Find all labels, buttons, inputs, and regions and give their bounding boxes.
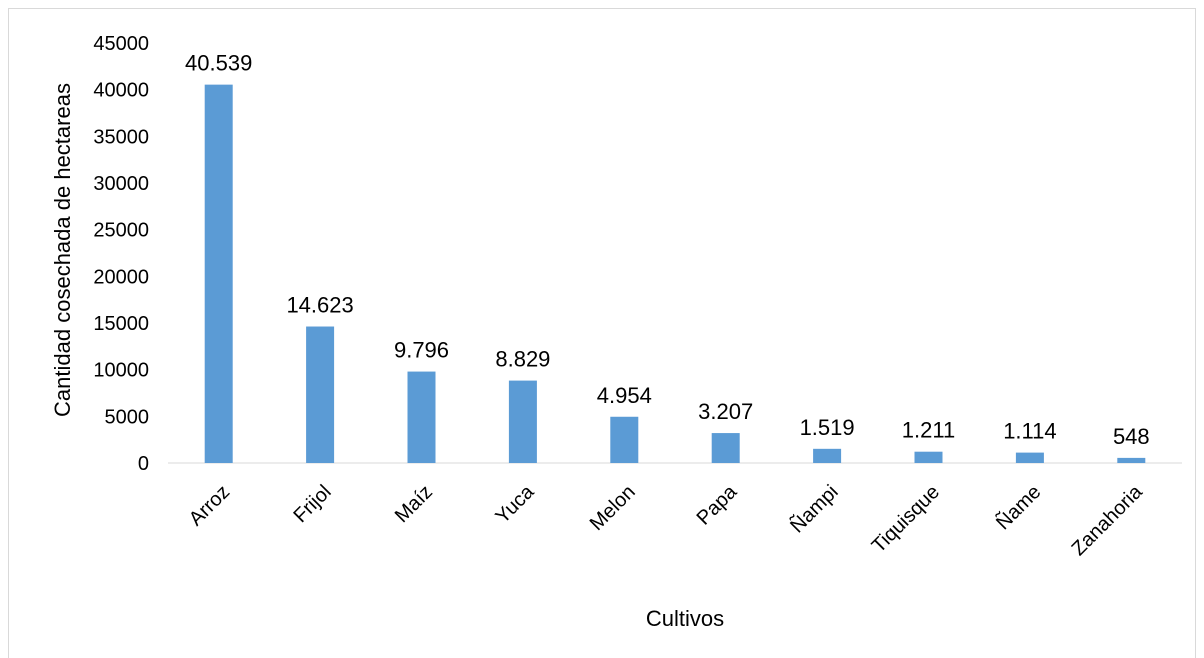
x-tick-label: Arroz <box>185 481 234 530</box>
bars <box>204 84 1146 464</box>
y-axis-ticks: 0 5000 10000 15000 20000 25000 30000 35000 40000… <box>93 33 149 475</box>
data-label: 1.519 <box>800 415 855 440</box>
data-label: 1.211 <box>902 418 955 443</box>
bar <box>914 451 943 463</box>
x-tick-label: Ñame <box>991 480 1046 535</box>
y-tick-label: 30000 <box>93 173 149 195</box>
x-axis-title: Cultivos <box>646 606 724 631</box>
data-label: 1.114 <box>1003 419 1056 444</box>
y-tick-label: 15000 <box>93 313 149 335</box>
bar <box>1015 452 1044 463</box>
data-label: 4.954 <box>597 383 652 408</box>
bar <box>711 433 740 463</box>
y-tick-label: 45000 <box>93 33 149 55</box>
data-labels: 40.539 14.623 9.796 8.829 4.954 3.207 1.519 1.2… <box>185 51 1150 449</box>
bar <box>407 371 436 463</box>
x-tick-label: Maíz <box>391 481 437 527</box>
y-tick-label: 25000 <box>93 220 149 242</box>
data-label: 8.829 <box>495 347 550 372</box>
x-tick-label: Zanahoria <box>1068 480 1148 560</box>
data-label: 3.207 <box>698 399 753 424</box>
x-tick-label: Frijol <box>289 481 335 527</box>
x-tick-label: Melon <box>586 481 640 535</box>
y-tick-label: 5000 <box>105 406 150 428</box>
y-tick-label: 35000 <box>93 126 149 148</box>
data-label: 14.623 <box>286 293 353 318</box>
y-tick-label: 20000 <box>93 266 149 288</box>
y-axis-title: Cantidad cosechada de hectareas <box>50 83 75 417</box>
bar <box>1117 457 1146 463</box>
bar <box>610 416 639 463</box>
y-tick-label: 10000 <box>93 360 149 382</box>
data-label: 548 <box>1113 424 1150 449</box>
x-tick-label: Ñampi <box>785 480 843 538</box>
x-axis-ticks: Arroz Frijol Maíz Yuca Melon Papa Ñampi Tiquisq… <box>185 480 1148 561</box>
bar <box>508 380 537 463</box>
bar <box>306 326 335 463</box>
bar <box>204 84 233 464</box>
x-tick-label: Tiquisque <box>868 481 944 557</box>
y-tick-label: 40000 <box>93 80 149 102</box>
data-label: 40.539 <box>185 51 252 76</box>
y-tick-label: 0 <box>138 453 149 475</box>
x-tick-label: Papa <box>693 480 742 529</box>
data-label: 9.796 <box>394 338 449 363</box>
x-tick-label: Yuca <box>491 480 539 528</box>
bar <box>813 448 842 463</box>
